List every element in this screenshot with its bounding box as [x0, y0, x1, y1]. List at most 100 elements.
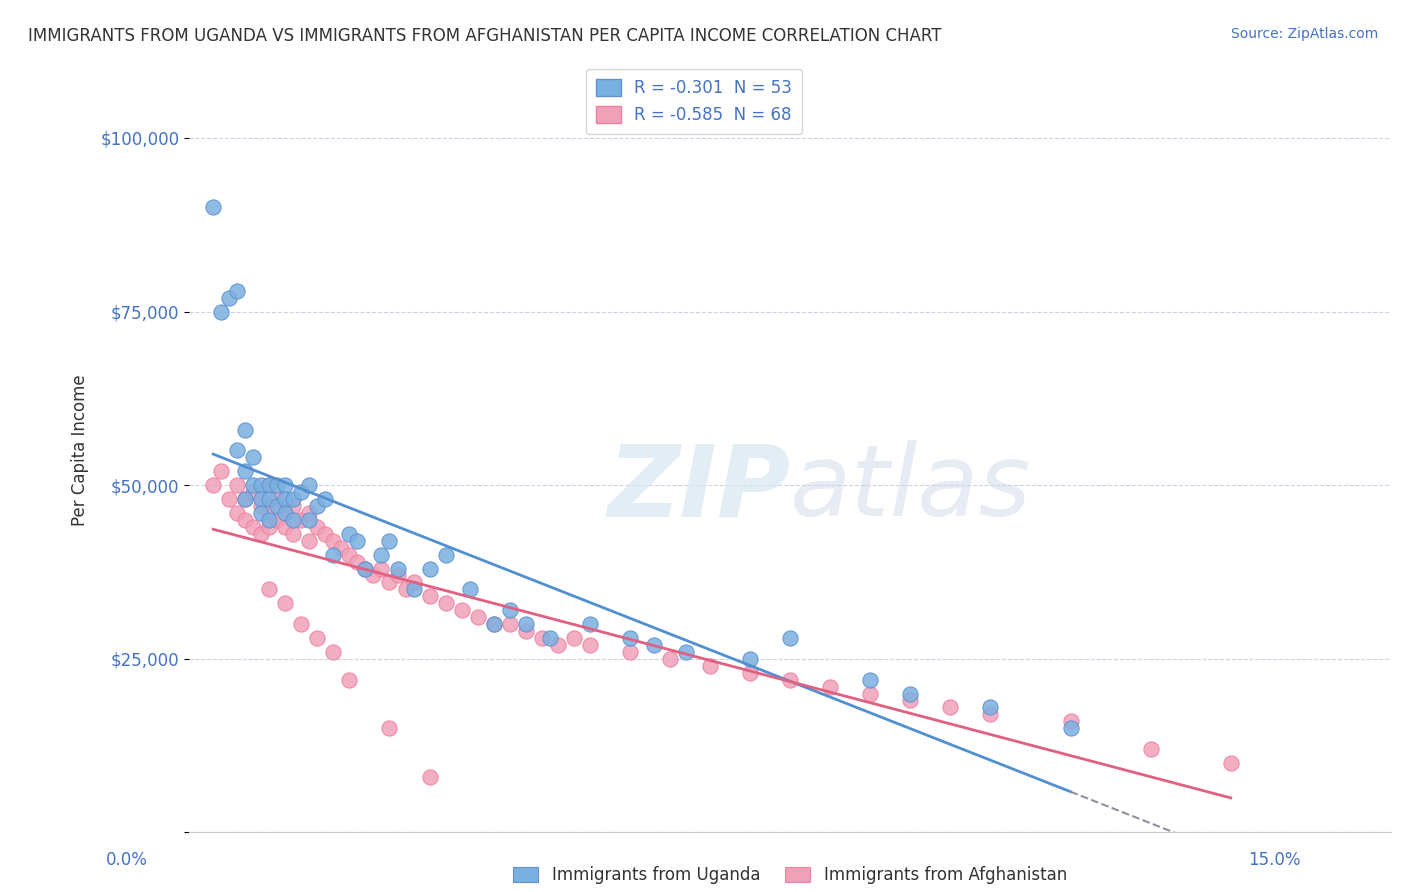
Point [242, 520, 264, 534]
Point [218, 291, 240, 305]
Point [387, 561, 409, 575]
Legend: R = -0.301  N = 53, R = -0.585  N = 68: R = -0.301 N = 53, R = -0.585 N = 68 [586, 70, 801, 134]
Text: Source: ZipAtlas.com: Source: ZipAtlas.com [1230, 27, 1378, 41]
Point [387, 568, 409, 582]
Point [530, 631, 553, 645]
Point [283, 491, 305, 506]
Text: IMMIGRANTS FROM UGANDA VS IMMIGRANTS FROM AFGHANISTAN PER CAPITA INCOME CORRELAT: IMMIGRANTS FROM UGANDA VS IMMIGRANTS FRO… [28, 27, 942, 45]
Point [419, 561, 441, 575]
Point [202, 478, 225, 492]
Point [979, 700, 1001, 714]
Point [259, 478, 281, 492]
Point [339, 526, 361, 541]
Text: ZIP: ZIP [607, 440, 790, 537]
Point [233, 513, 256, 527]
Point [939, 700, 962, 714]
Point [402, 575, 425, 590]
Point [458, 582, 481, 597]
Point [515, 617, 537, 632]
Point [250, 506, 273, 520]
Point [259, 520, 281, 534]
Point [274, 478, 297, 492]
Point [209, 464, 232, 478]
Point [226, 443, 249, 458]
Point [538, 631, 561, 645]
Point [859, 686, 882, 700]
Point [259, 491, 281, 506]
Point [859, 673, 882, 687]
Point [675, 645, 697, 659]
Point [322, 548, 344, 562]
Point [346, 555, 368, 569]
Point [290, 513, 312, 527]
Point [250, 499, 273, 513]
Point [242, 485, 264, 500]
Point [370, 548, 392, 562]
Point [314, 491, 336, 506]
Point [242, 450, 264, 465]
Point [266, 499, 288, 513]
Point [250, 478, 273, 492]
Text: 15.0%: 15.0% [1249, 851, 1301, 869]
Point [274, 506, 297, 520]
Point [1059, 714, 1081, 729]
Point [482, 617, 505, 632]
Point [226, 284, 249, 298]
Point [250, 491, 273, 506]
Point [274, 520, 297, 534]
Point [499, 603, 522, 617]
Point [259, 478, 281, 492]
Point [307, 631, 329, 645]
Point [378, 533, 401, 548]
Point [233, 423, 256, 437]
Point [818, 680, 841, 694]
Point [298, 533, 321, 548]
Point [322, 645, 344, 659]
Point [898, 686, 921, 700]
Point [482, 617, 505, 632]
Point [290, 617, 312, 632]
Point [298, 506, 321, 520]
Point [209, 304, 232, 318]
Point [898, 693, 921, 707]
Point [1139, 742, 1161, 756]
Point [394, 582, 416, 597]
Point [643, 638, 665, 652]
Point [259, 513, 281, 527]
Point [339, 548, 361, 562]
Point [298, 478, 321, 492]
Point [274, 596, 297, 610]
Point [779, 673, 801, 687]
Point [274, 506, 297, 520]
Point [233, 491, 256, 506]
Point [242, 478, 264, 492]
Point [1219, 756, 1241, 770]
Point [738, 652, 761, 666]
Point [467, 610, 489, 624]
Point [562, 631, 585, 645]
Text: atlas: atlas [790, 440, 1032, 537]
Point [226, 506, 249, 520]
Point [307, 520, 329, 534]
Point [378, 575, 401, 590]
Point [218, 491, 240, 506]
Point [266, 491, 288, 506]
Point [322, 533, 344, 548]
Point [547, 638, 569, 652]
Point [354, 561, 377, 575]
Point [699, 658, 721, 673]
Point [738, 665, 761, 680]
Point [233, 464, 256, 478]
Point [233, 491, 256, 506]
Point [370, 561, 392, 575]
Point [274, 491, 297, 506]
Point [307, 499, 329, 513]
Point [499, 617, 522, 632]
Point [419, 770, 441, 784]
Point [779, 631, 801, 645]
Y-axis label: Per Capita Income: Per Capita Income [72, 375, 89, 526]
Point [259, 582, 281, 597]
Point [450, 603, 472, 617]
Point [259, 506, 281, 520]
Point [619, 631, 641, 645]
